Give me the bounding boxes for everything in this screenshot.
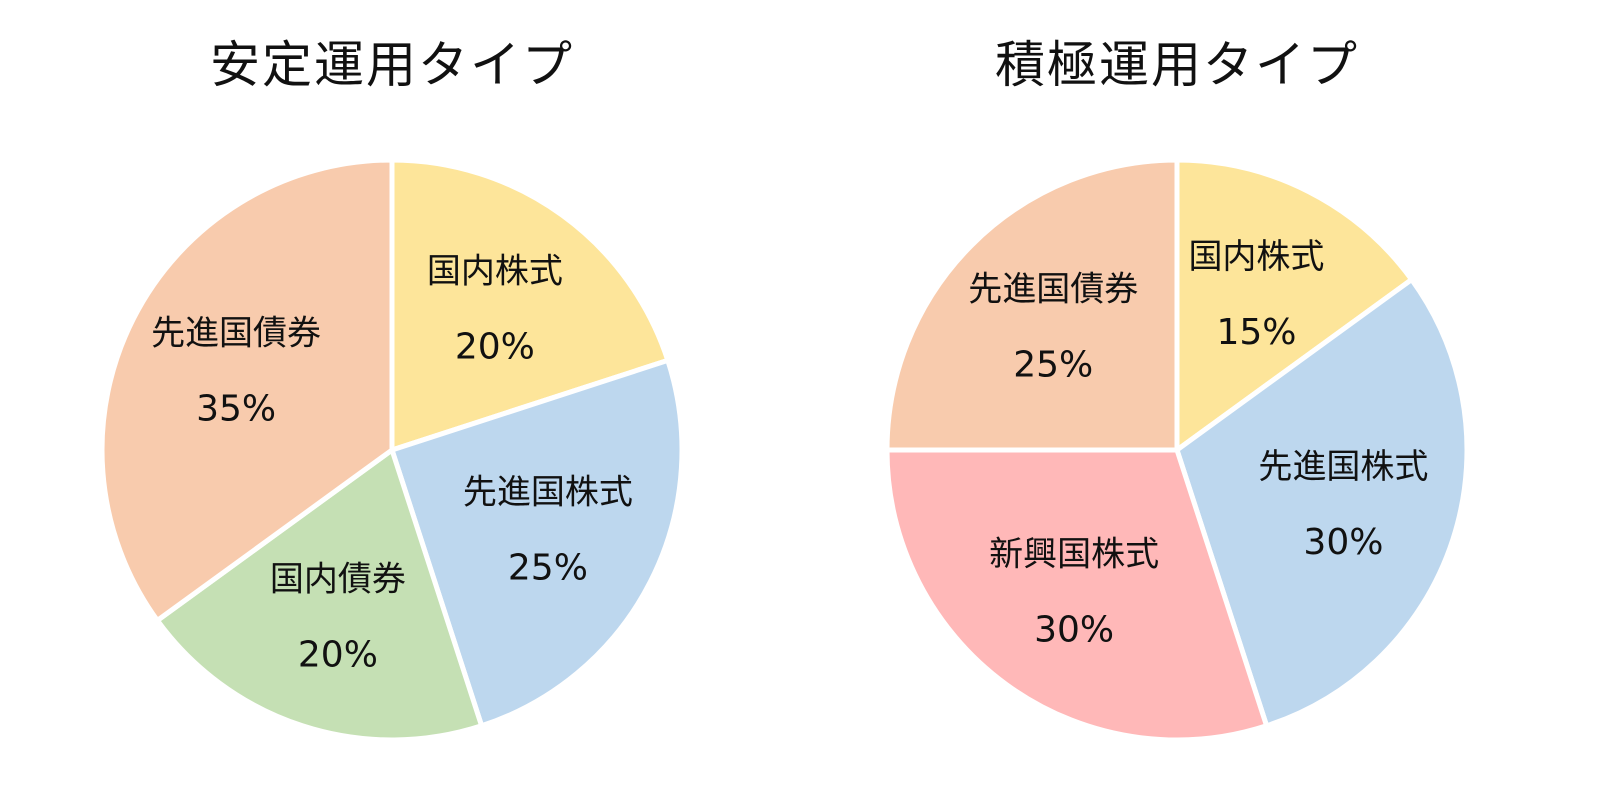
pie-slice-stable-0 [389,157,671,453]
slice-value-aggressive-0: 15% [1216,312,1296,353]
pie-slice-stable-3 [99,157,395,623]
chart-title-stable: 安定運用タイプ [210,36,574,94]
slice-label-stable-2: 国内債券 [270,559,406,599]
pie-slice-stable-2 [154,447,485,743]
slice-label-stable-3: 先進国債券 [151,314,321,354]
pie-slice-aggressive-3 [884,157,1180,453]
slice-value-aggressive-3: 25% [1013,344,1093,385]
slice-label-stable-0: 国内株式 [427,251,563,291]
pie-chart-stable: 安定運用タイプ 国内株式 20% 先進国株式 25% 国内債券 20% 先進国債券 35% [99,36,685,743]
pie-slice-stable-1 [389,357,685,729]
pie-slice-aggressive-1 [1174,277,1470,729]
slice-label-aggressive-2: 新興国株式 [989,535,1159,575]
slice-value-aggressive-1: 30% [1303,522,1383,563]
pie-chart-aggressive: 積極運用タイプ 国内株式 15% 先進国株式 30% 新興国株式 30% 先進国債券 25% [884,36,1470,743]
slice-value-stable-2: 20% [298,634,378,675]
slice-label-aggressive-0: 国内株式 [1188,237,1324,277]
slice-value-stable-0: 20% [455,326,535,367]
slice-value-aggressive-2: 30% [1034,610,1114,651]
slice-label-stable-1: 先進国株式 [463,472,633,512]
slice-value-stable-1: 25% [508,547,588,588]
pie-slice-aggressive-2 [884,447,1270,743]
slice-label-aggressive-3: 先進国債券 [968,269,1138,309]
slice-value-stable-3: 35% [196,389,276,430]
pie-aggressive-slices: 国内株式 15% 先進国株式 30% 新興国株式 30% 先進国債券 25% [884,157,1470,743]
pie-slice-aggressive-0 [1174,157,1415,453]
chart-title-aggressive: 積極運用タイプ [995,36,1359,94]
pie-stable-slices: 国内株式 20% 先進国株式 25% 国内債券 20% 先進国債券 35% [99,157,685,743]
slice-label-aggressive-1: 先進国株式 [1258,447,1428,487]
